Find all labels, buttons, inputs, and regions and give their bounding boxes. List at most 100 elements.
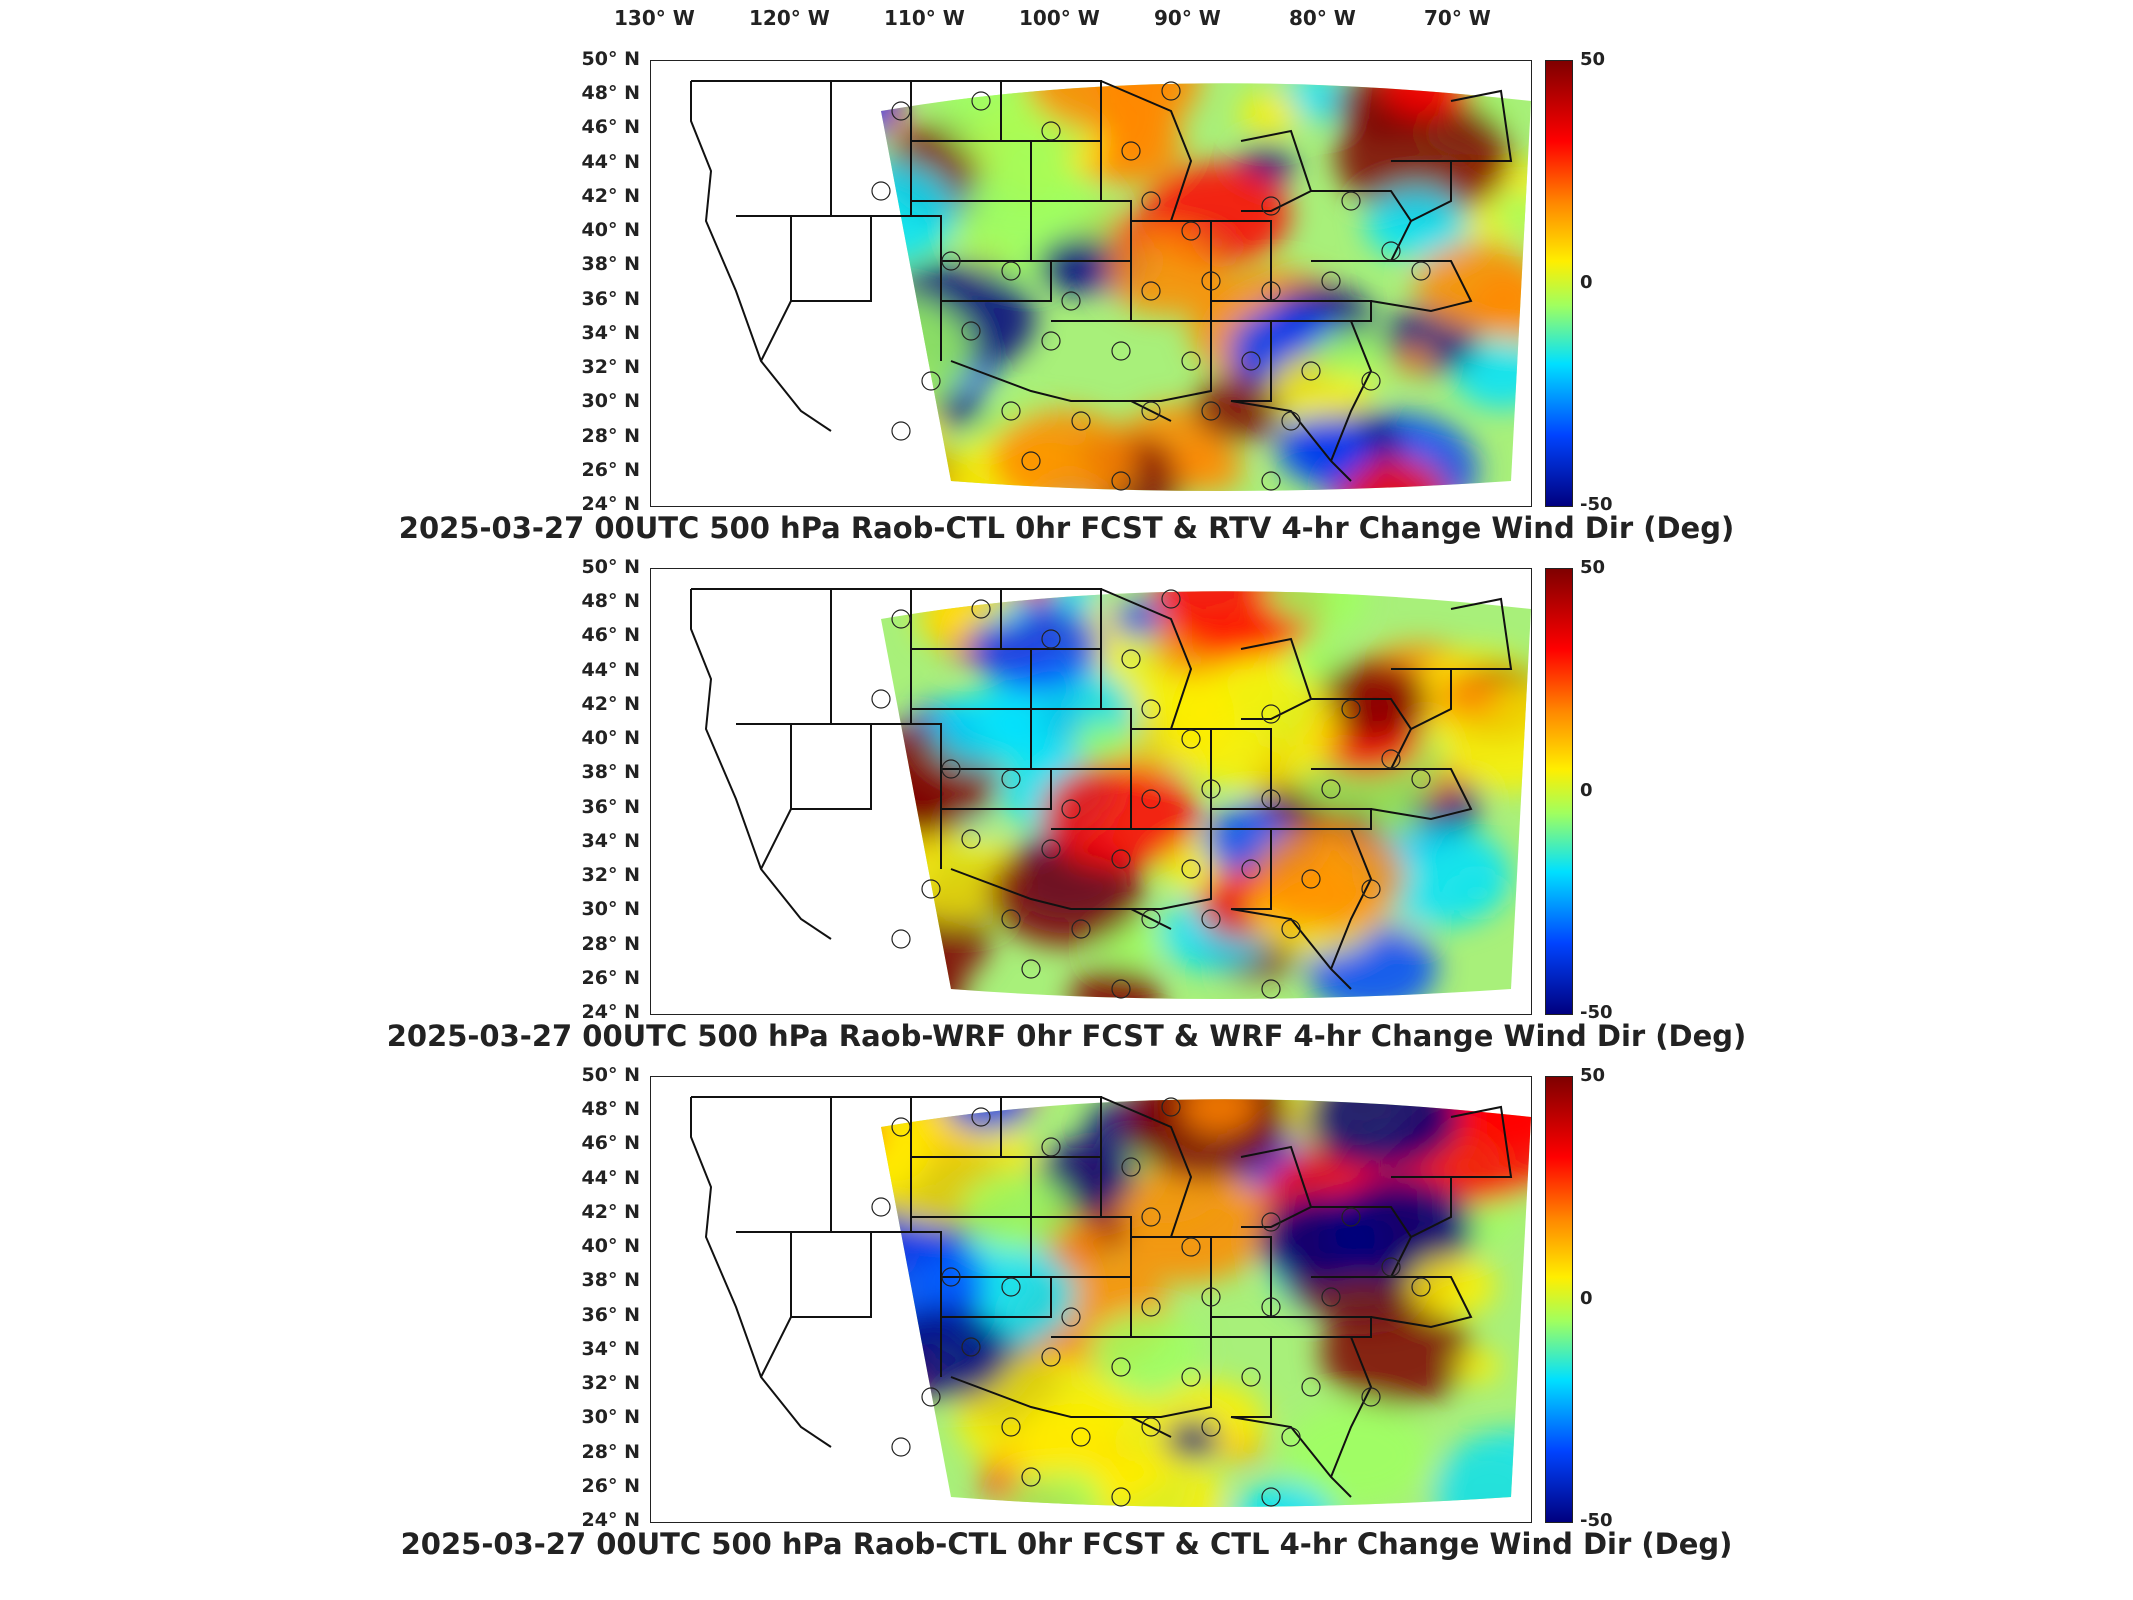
- heatmap-cell: [1439, 674, 1501, 717]
- heatmap-cell: [1407, 1254, 1497, 1318]
- heatmap-cell: [1073, 722, 1134, 765]
- latitude-tick-label: 48° N: [581, 82, 640, 105]
- latitude-tick-label: 36° N: [581, 287, 640, 310]
- heatmap-cell: [881, 1227, 904, 1283]
- panel-title: 2025-03-27 00UTC 500 hPa Raob-WRF 0hr FC…: [386, 1019, 1747, 1053]
- raob-station-marker: [1001, 769, 1021, 789]
- heatmap-field: [881, 83, 1531, 491]
- wind-direction-change-map: [690, 588, 1531, 999]
- state-boundary: [871, 215, 942, 301]
- raob-station-marker: [1261, 471, 1281, 491]
- raob-station-marker: [871, 1197, 891, 1217]
- raob-station-marker: [971, 91, 991, 111]
- raob-station-marker: [1411, 261, 1431, 281]
- heatmap-cell: [1466, 1497, 1512, 1507]
- heatmap-cell: [881, 1306, 1011, 1400]
- heatmap-cell: [1239, 92, 1301, 136]
- raob-station-marker: [921, 1387, 941, 1407]
- raob-station-marker: [1141, 789, 1161, 809]
- raob-station-marker: [1341, 191, 1361, 211]
- heatmap-cell: [881, 334, 887, 403]
- heatmap-cell: [1254, 824, 1406, 930]
- state-boundary: [1100, 1096, 1193, 1238]
- heatmap-cell: [1037, 237, 1118, 294]
- latitude-tick-label: 36° N: [581, 795, 640, 818]
- raob-station-marker: [1021, 1467, 1041, 1487]
- heatmap-cell: [961, 1171, 1073, 1251]
- wind-direction-change-map: [690, 1096, 1531, 1507]
- latitude-tick-label: 36° N: [581, 1303, 640, 1326]
- heatmap-cell: [1180, 1099, 1258, 1134]
- state-boundary: [1271, 1336, 1373, 1478]
- raob-station-marker: [871, 181, 891, 201]
- raob-station-marker: [1341, 1207, 1361, 1227]
- heatmap-cell: [881, 1349, 931, 1404]
- heatmap-cell: [1160, 664, 1341, 790]
- state-boundary: [940, 260, 1052, 361]
- colorbar-tick-label: -50: [1580, 494, 1613, 515]
- latitude-tick-label: 44° N: [581, 1166, 640, 1189]
- map-panel-2: [650, 568, 1532, 1015]
- raob-station-marker: [921, 879, 941, 899]
- latitude-tick-label: 24° N: [581, 493, 640, 515]
- heatmap-cell: [881, 1481, 912, 1507]
- raob-station-marker: [1001, 261, 1021, 281]
- latitude-tick-label: 24° N: [581, 1001, 640, 1023]
- heatmap-cell: [1105, 231, 1225, 315]
- heatmap-cell: [881, 1358, 901, 1404]
- raob-station-marker: [1241, 351, 1261, 371]
- heatmap-cell: [881, 445, 908, 491]
- state-boundary: [791, 723, 872, 810]
- raob-station-marker: [1261, 1297, 1281, 1317]
- wind-direction-change-map: [690, 80, 1531, 491]
- latitude-tick-label: 38° N: [581, 253, 640, 276]
- state-boundary: [736, 215, 792, 362]
- state-boundary: [791, 1231, 872, 1318]
- latitude-tick-label: 32° N: [581, 864, 640, 887]
- state-boundary: [871, 723, 942, 809]
- state-boundary: [1131, 320, 1212, 402]
- latitude-tick-label: 42° N: [581, 1200, 640, 1223]
- raob-station-marker: [1381, 1257, 1401, 1277]
- raob-station-marker: [1071, 411, 1091, 431]
- state-boundary: [1230, 908, 1352, 990]
- raob-station-marker: [1141, 191, 1161, 211]
- state-boundary: [1391, 160, 1452, 222]
- raob-station-marker: [1041, 331, 1061, 351]
- state-boundary: [950, 868, 1172, 930]
- heatmap-cell: [1004, 1467, 1104, 1507]
- latitude-tick-label: 50° N: [581, 48, 640, 70]
- latitude-tick-label: 44° N: [581, 150, 640, 173]
- state-boundary: [940, 768, 1052, 869]
- heatmap-cell: [881, 801, 914, 873]
- latitude-tick-label: 26° N: [581, 966, 640, 989]
- state-boundary: [690, 589, 832, 940]
- raob-station-marker: [1041, 1347, 1061, 1367]
- latitude-tick-label: 38° N: [581, 761, 640, 784]
- raob-station-marker: [891, 929, 911, 949]
- raob-station-marker: [971, 1107, 991, 1127]
- heatmap-cell: [990, 408, 1137, 491]
- heatmap-cell: [1193, 374, 1288, 442]
- raob-station-marker: [1201, 271, 1221, 291]
- raob-station-marker: [891, 421, 911, 441]
- latitude-tick-label: 46° N: [581, 1132, 640, 1155]
- state-boundary: [950, 1376, 1172, 1438]
- raob-station-marker: [1261, 196, 1281, 216]
- state-boundary: [691, 1096, 832, 1233]
- raob-station-marker: [1261, 281, 1281, 301]
- state-boundary: [1051, 260, 1132, 322]
- raob-station-marker: [1041, 629, 1061, 649]
- state-boundary: [1131, 1336, 1212, 1418]
- heatmap-cell: [1313, 328, 1385, 379]
- state-boundary: [1450, 1105, 1513, 1178]
- heatmap-cell: [881, 83, 884, 90]
- state-boundary: [1100, 588, 1193, 730]
- colorbar-tick-label: 50: [1580, 49, 1606, 70]
- raob-station-marker: [1111, 471, 1131, 491]
- raob-station-marker: [1061, 799, 1081, 819]
- state-boundary: [691, 588, 832, 725]
- latitude-tick-label: 26° N: [581, 458, 640, 481]
- raob-station-marker: [1381, 241, 1401, 261]
- raob-station-marker: [1241, 1367, 1261, 1387]
